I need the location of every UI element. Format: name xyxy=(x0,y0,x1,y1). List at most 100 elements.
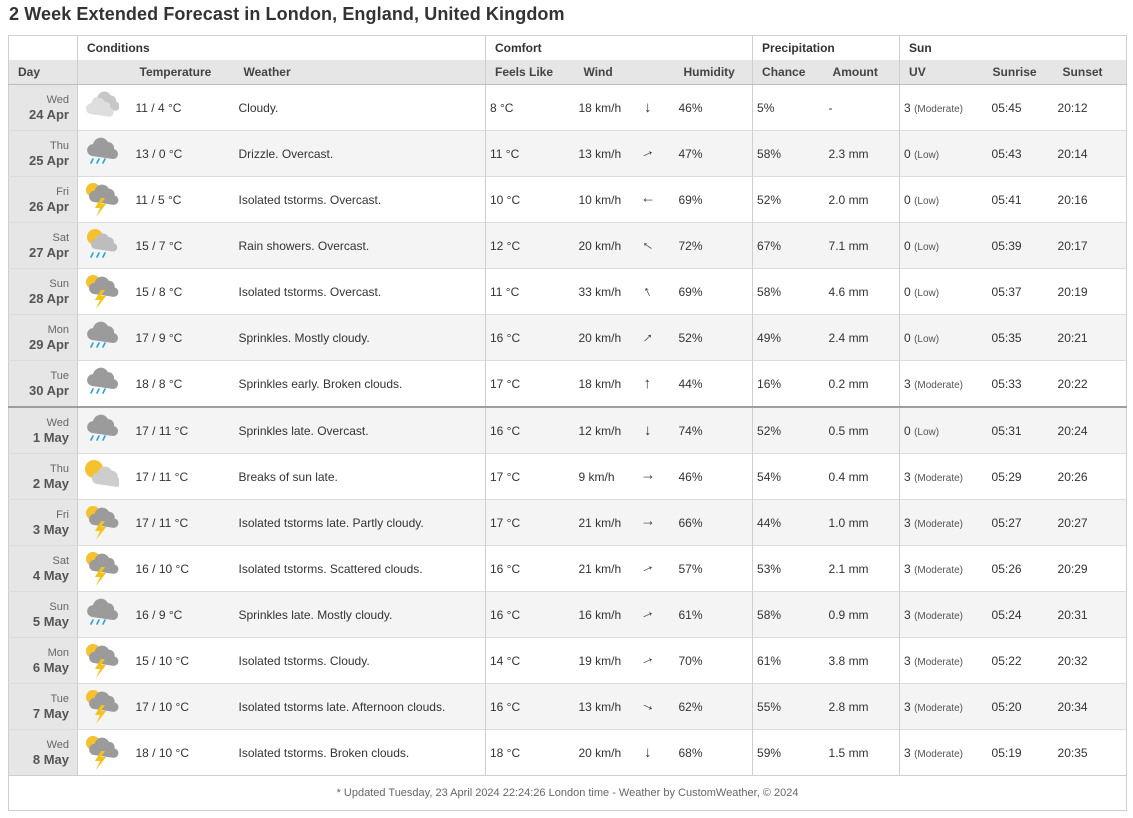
day-of-week: Fri xyxy=(56,185,69,198)
sunrise: 05:22 xyxy=(981,637,1054,684)
sunrise: 05:41 xyxy=(981,176,1054,223)
col-feels-like[interactable]: Feels Like xyxy=(485,60,575,85)
day-date: 2 May xyxy=(32,475,69,491)
rain-cloud-icon xyxy=(83,364,130,404)
sunset: 20:27 xyxy=(1053,499,1127,546)
wind-speed: 18 km/h xyxy=(574,360,644,407)
sunrise: 05:31 xyxy=(981,406,1054,454)
temperature: 15 / 8 °C xyxy=(129,268,235,315)
day-date: 1 May xyxy=(32,429,69,445)
humidity: 57% xyxy=(674,545,753,592)
weather-desc: Breaks of sun late. xyxy=(234,453,486,500)
sunrise: 05:19 xyxy=(981,729,1054,776)
feels-like: 16 °C xyxy=(485,683,575,730)
sunrise: 05:26 xyxy=(981,545,1054,592)
precip-chance: 58% xyxy=(752,130,824,177)
sunset: 20:29 xyxy=(1053,545,1127,592)
wind-speed: 21 km/h xyxy=(574,499,644,546)
day-of-week: Fri xyxy=(56,508,69,521)
weather-desc: Drizzle. Overcast. xyxy=(234,130,486,177)
uv-index: 3 (Moderate) xyxy=(899,637,982,684)
col-amount[interactable]: Amount xyxy=(823,60,900,85)
col-wind[interactable]: Wind xyxy=(574,60,644,85)
day-of-week: Wed xyxy=(46,93,69,106)
partly-sunny-icon xyxy=(83,457,130,497)
forecast-table: Conditions Comfort Precipitation Sun Day… xyxy=(8,35,1128,811)
col-humidity[interactable]: Humidity xyxy=(674,60,753,85)
thunderstorm-icon xyxy=(83,641,130,681)
feels-like: 17 °C xyxy=(485,499,575,546)
wind-speed: 10 km/h xyxy=(574,176,644,223)
sunset: 20:22 xyxy=(1053,360,1127,407)
wind-direction-arrow-icon: ↑ xyxy=(643,99,652,117)
weather-desc: Isolated tstorms. Cloudy. xyxy=(234,637,486,684)
day-cell: Wed 1 May xyxy=(8,406,78,454)
precip-amount: 0.5 mm xyxy=(823,406,900,454)
precip-amount: 2.4 mm xyxy=(823,314,900,361)
feels-like: 18 °C xyxy=(485,729,575,776)
precip-amount: 2.3 mm xyxy=(823,130,900,177)
sunset: 20:17 xyxy=(1053,222,1127,269)
col-temperature[interactable]: Temperature xyxy=(129,60,235,85)
wind-speed: 21 km/h xyxy=(574,545,644,592)
uv-label: (Moderate) xyxy=(914,656,963,668)
sunset: 20:16 xyxy=(1053,176,1127,223)
col-uv[interactable]: UV xyxy=(899,60,982,85)
humidity: 66% xyxy=(674,499,753,546)
temperature: 13 / 0 °C xyxy=(129,130,235,177)
col-chance[interactable]: Chance xyxy=(752,60,824,85)
uv-value: 3 xyxy=(904,376,911,391)
uv-index: 0 (Low) xyxy=(899,130,982,177)
temperature: 17 / 11 °C xyxy=(129,453,235,500)
uv-index: 0 (Low) xyxy=(899,222,982,269)
wind-speed: 13 km/h xyxy=(574,683,644,730)
table-row: Sat 27 Apr 15 / 7 °C Rain showers. Overc… xyxy=(8,222,1127,269)
wind-speed: 33 km/h xyxy=(574,268,644,315)
col-sunrise[interactable]: Sunrise xyxy=(981,60,1054,85)
wind-speed: 12 km/h xyxy=(574,406,644,454)
weather-desc: Cloudy. xyxy=(234,84,486,131)
uv-label: (Low) xyxy=(914,426,940,438)
col-sunset[interactable]: Sunset xyxy=(1053,60,1127,85)
sunrise: 05:43 xyxy=(981,130,1054,177)
col-weather[interactable]: Weather xyxy=(234,60,486,85)
thunderstorm-icon xyxy=(83,180,130,220)
weather-desc: Isolated tstorms. Broken clouds. xyxy=(234,729,486,776)
uv-value: 3 xyxy=(904,100,911,115)
weather-desc: Isolated tstorms. Overcast. xyxy=(234,176,486,223)
wind-speed: 18 km/h xyxy=(574,84,644,131)
feels-like: 10 °C xyxy=(485,176,575,223)
feels-like: 17 °C xyxy=(485,360,575,407)
temperature: 18 / 8 °C xyxy=(129,360,235,407)
precip-amount: 0.2 mm xyxy=(823,360,900,407)
sunset: 20:21 xyxy=(1053,314,1127,361)
table-row: Tue 7 May 17 / 10 °C Isolated tstorms la… xyxy=(8,683,1127,730)
group-sun: Sun xyxy=(899,35,1127,60)
humidity: 61% xyxy=(674,591,753,638)
rain-cloud-icon xyxy=(83,411,130,451)
humidity: 52% xyxy=(674,314,753,361)
temperature: 18 / 10 °C xyxy=(129,729,235,776)
uv-index: 3 (Moderate) xyxy=(899,360,982,407)
sunrise: 05:27 xyxy=(981,499,1054,546)
day-cell: Tue 30 Apr xyxy=(8,360,78,407)
precip-chance: 44% xyxy=(752,499,824,546)
col-day[interactable]: Day xyxy=(8,60,78,85)
day-date: 6 May xyxy=(32,659,69,675)
day-date: 4 May xyxy=(32,567,69,583)
sunset: 20:34 xyxy=(1053,683,1127,730)
sunset: 20:19 xyxy=(1053,268,1127,315)
uv-index: 3 (Moderate) xyxy=(899,729,982,776)
day-date: 29 Apr xyxy=(29,336,69,352)
sun-rain-icon xyxy=(83,226,130,266)
table-row: Sun 28 Apr 15 / 8 °C Isolated tstorms. O… xyxy=(8,268,1127,315)
humidity: 47% xyxy=(674,130,753,177)
uv-label: (Low) xyxy=(914,149,940,161)
precip-amount: 2.8 mm xyxy=(823,683,900,730)
table-row: Fri 3 May 17 / 11 °C Isolated tstorms la… xyxy=(8,499,1127,546)
sunrise: 05:39 xyxy=(981,222,1054,269)
day-of-week: Wed xyxy=(46,738,69,751)
uv-value: 3 xyxy=(904,607,911,622)
thunderstorm-icon xyxy=(83,549,130,589)
sunrise: 05:24 xyxy=(981,591,1054,638)
